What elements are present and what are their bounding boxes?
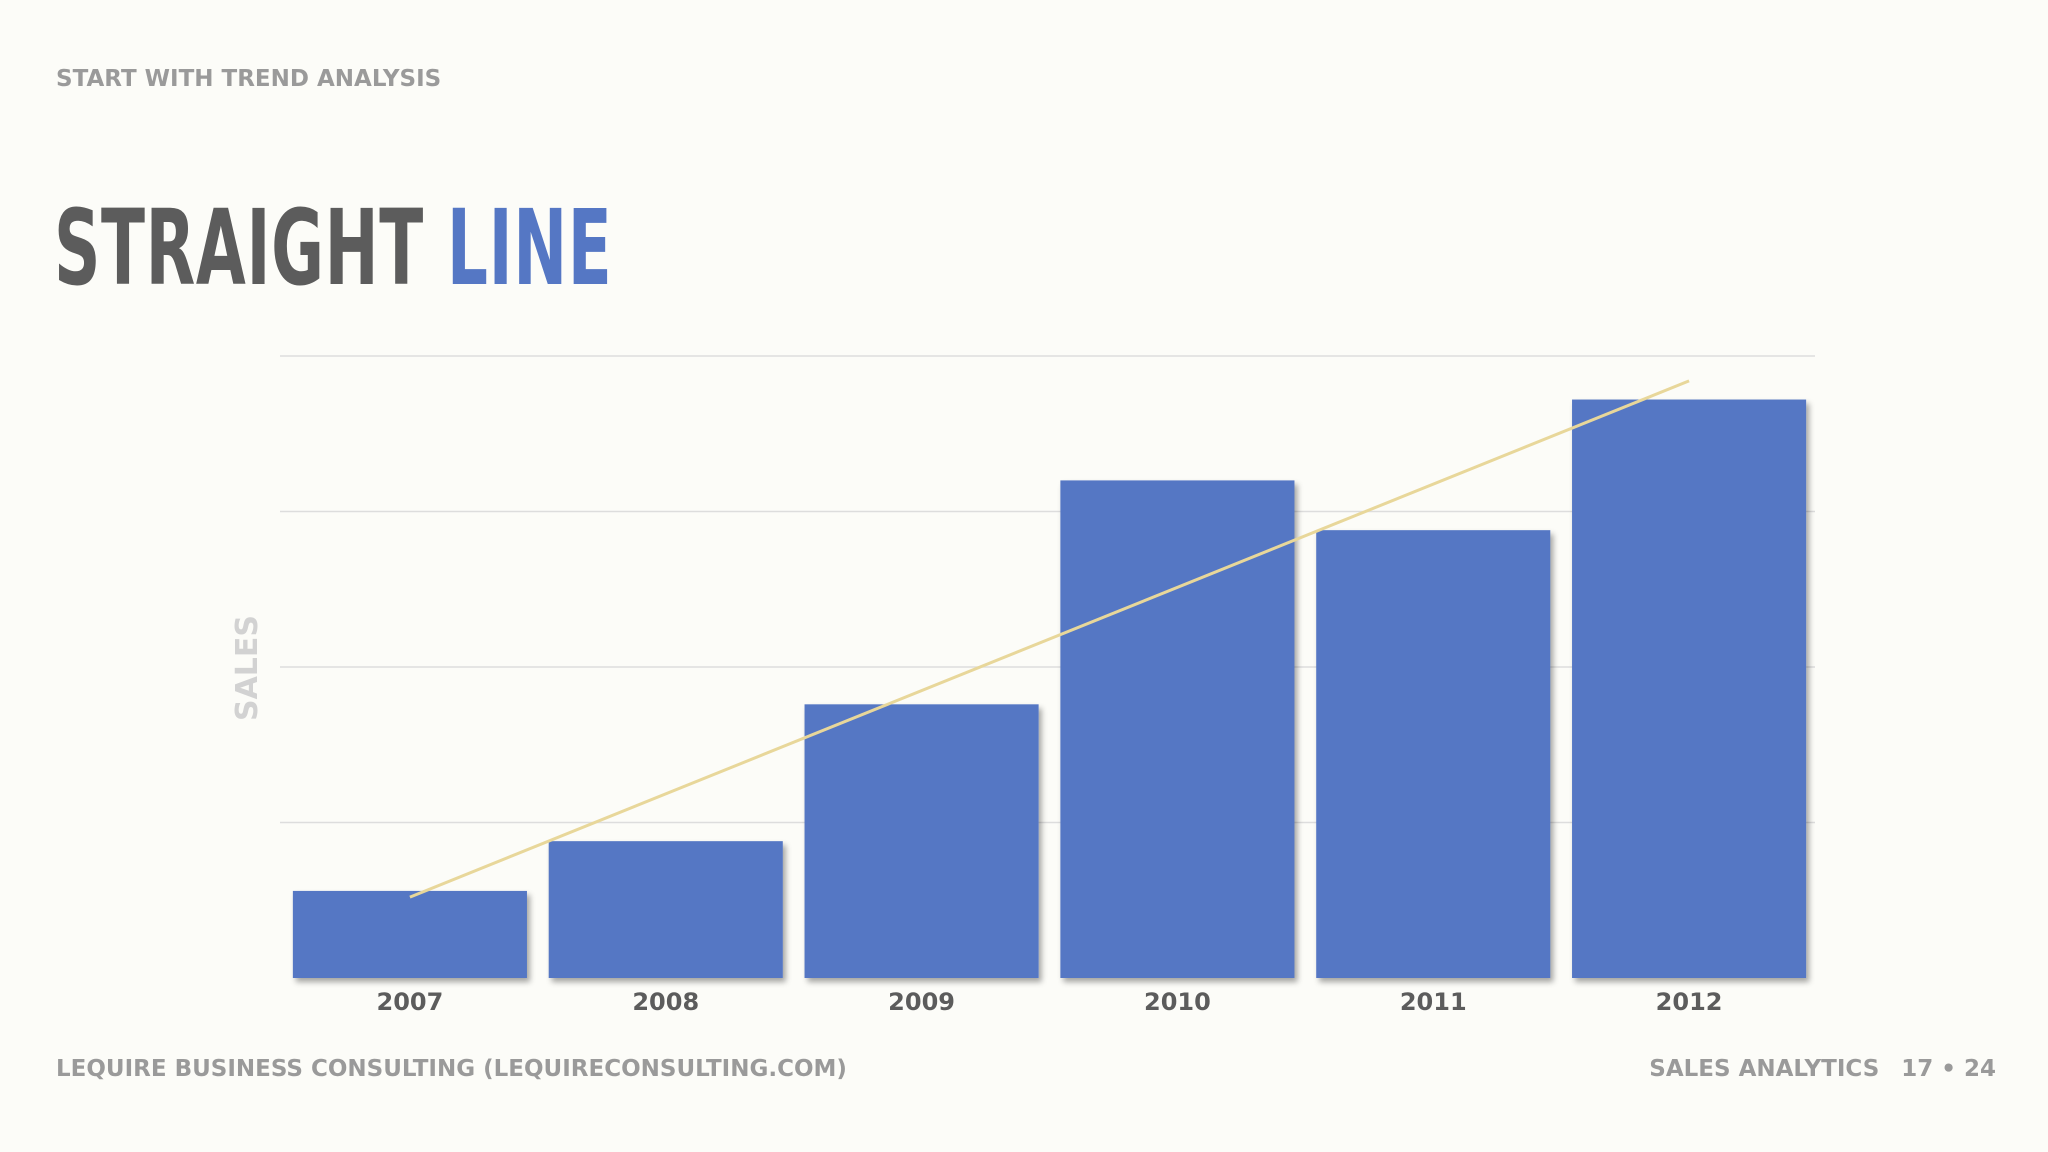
footer-section: SALES ANALYTICS	[1649, 1056, 1880, 1082]
bar-2010	[1060, 480, 1295, 978]
page-current: 17	[1901, 1056, 1934, 1082]
page-number: 17 • 24	[1901, 1056, 1996, 1082]
title-main: STRAIGHT	[54, 187, 424, 309]
bar-2012	[1572, 399, 1807, 978]
x-tick-2012: 2012	[1656, 988, 1723, 1016]
x-tick-2010: 2010	[1144, 988, 1211, 1016]
y-axis-label: SALES	[230, 615, 265, 721]
footer-company: LEQUIRE BUSINESS CONSULTING (LEQUIRECONS…	[56, 1056, 847, 1082]
grid-lines	[280, 355, 1815, 824]
trendline	[409, 379, 1690, 899]
x-tick-2011: 2011	[1400, 988, 1467, 1016]
bar-2011	[1316, 530, 1551, 978]
bars	[292, 399, 1807, 978]
page-total: 24	[1963, 1056, 1996, 1082]
x-axis-ticks: 2007 2008 2009 2010 2011 2012	[377, 988, 1723, 1016]
bar-2007	[292, 890, 527, 978]
title-accent: LINE	[446, 187, 613, 309]
x-tick-2007: 2007	[377, 988, 444, 1016]
trend-line	[409, 379, 1690, 899]
bar-2008	[548, 841, 783, 978]
x-tick-2008: 2008	[632, 988, 699, 1016]
eyebrow-text: START WITH TREND ANALYSIS	[56, 66, 442, 92]
x-tick-2009: 2009	[888, 988, 955, 1016]
page-separator: •	[1941, 1056, 1956, 1082]
bar-2009	[804, 704, 1039, 978]
footer-right: SALES ANALYTICS 17 • 24	[1649, 1056, 1996, 1082]
slide-title: STRAIGHT LINE	[54, 196, 612, 300]
